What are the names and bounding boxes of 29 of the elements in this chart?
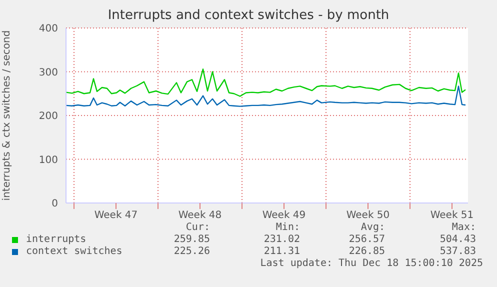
x-tick-label: Week 51 [430,210,474,222]
text: 259.85 [172,234,210,245]
chart-title: Interrupts and context switches - by month [106,8,390,23]
text: 211.31 [262,246,300,257]
text: Cur: [184,222,210,233]
text: Max: [450,222,476,233]
legend-label: interrupts [26,234,86,245]
y-tick-label: 200 [38,111,58,122]
x-tick-label: Week 48 [178,210,222,222]
x-tick-label: Week 47 [94,210,138,222]
text: 537.83 [438,246,476,257]
text: 225.26 [172,246,210,257]
y-axis-title: interrupts & ctx switches / second [2,30,13,201]
line-series [66,86,466,107]
y-tick-label: 300 [38,67,58,78]
text: 504.43 [438,234,476,245]
text: Min: [274,222,300,233]
y-tick-label: 0 [52,198,58,210]
x-tick-label: Week 50 [346,210,390,222]
y-tick-label: 100 [38,154,58,166]
text: 231.02 [262,234,300,245]
x-tick-label: Week 49 [262,210,306,222]
text: 256.57 [348,234,385,245]
legend-label: context switches [26,246,122,257]
text: 226.85 [348,246,385,257]
line-series [66,68,466,97]
y-tick-label: 400 [38,24,58,35]
text: Avg: [360,222,385,233]
text: Last update: Thu Dec 18 15:00:10 2025 [260,258,483,269]
